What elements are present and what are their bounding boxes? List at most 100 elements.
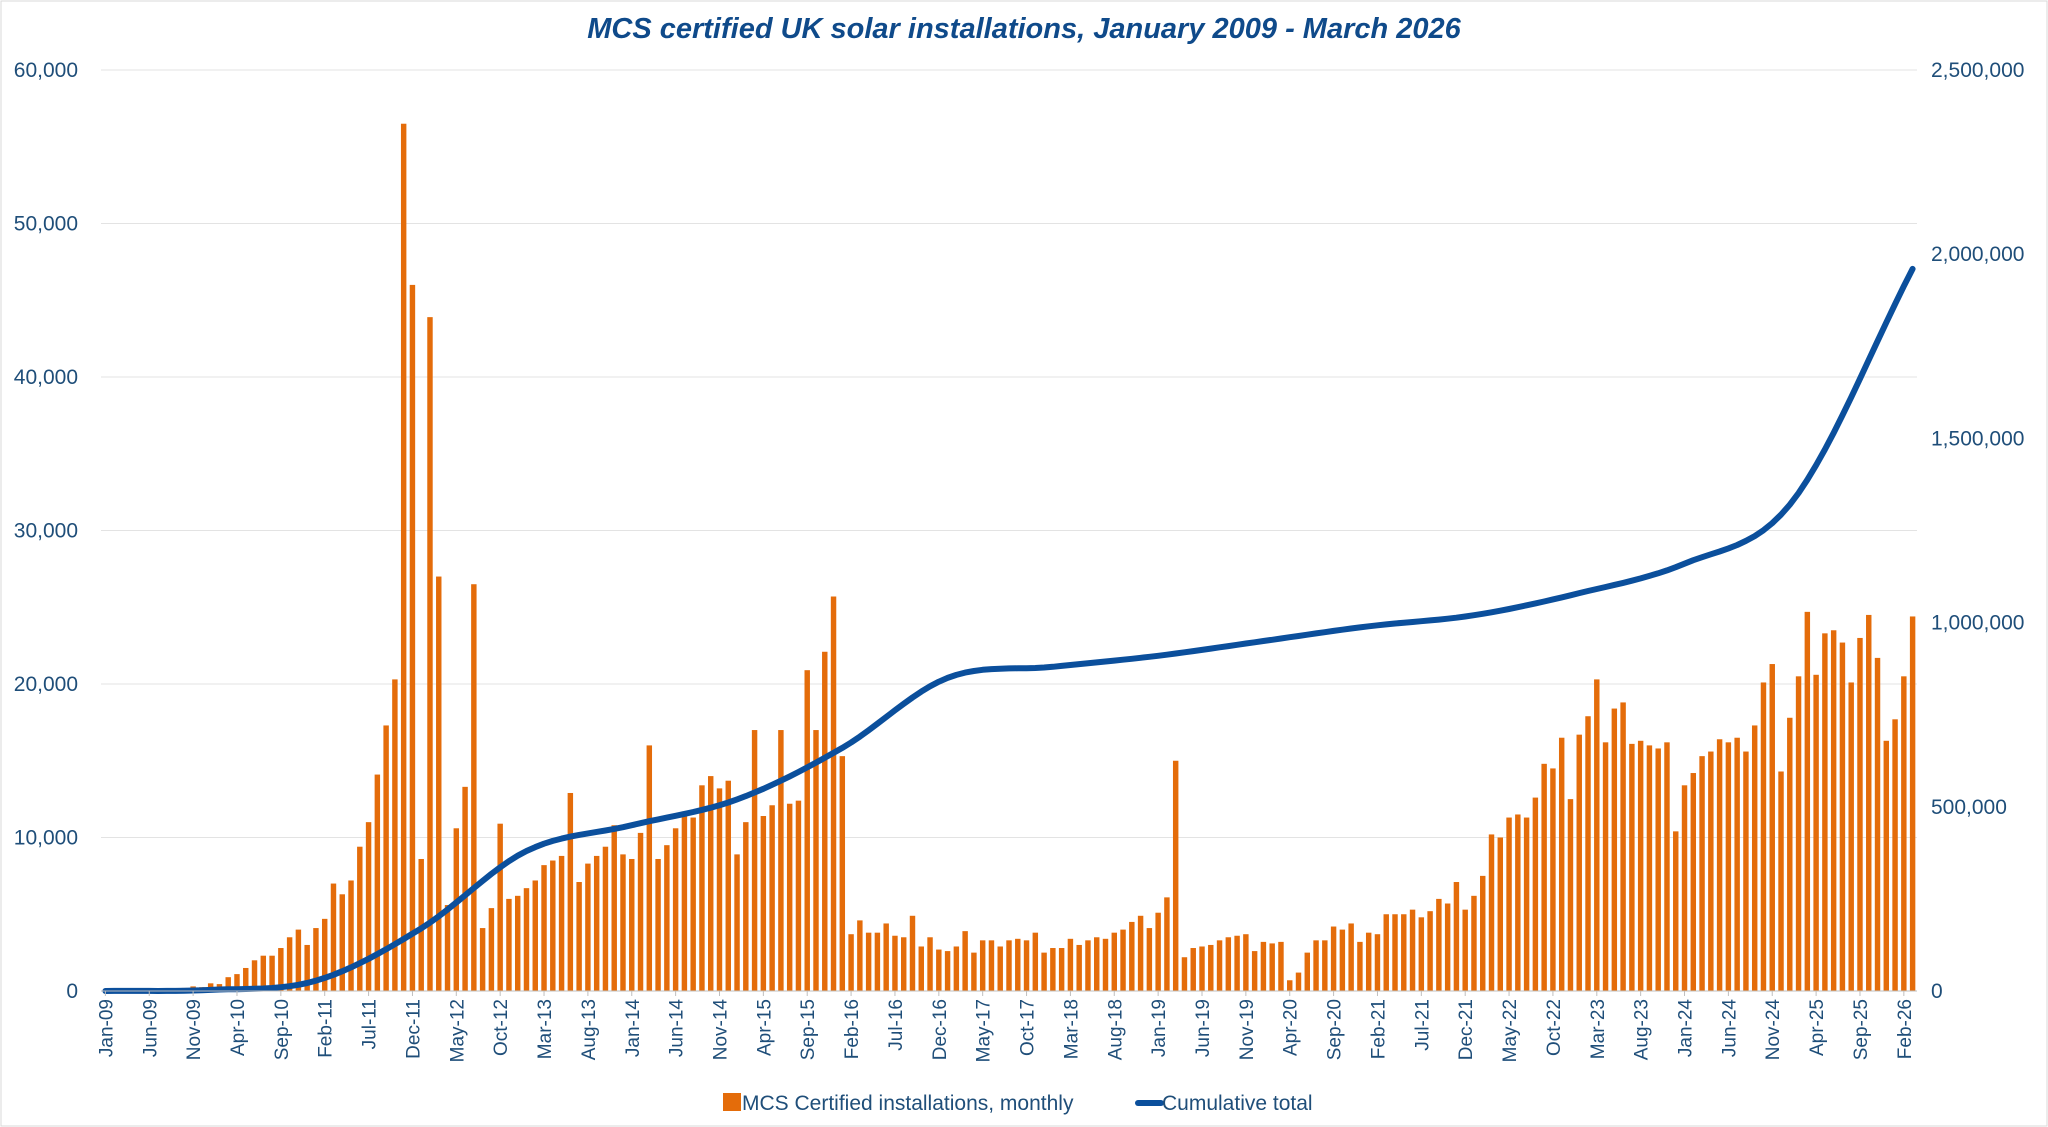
bar xyxy=(1681,785,1688,991)
x-tick-label: Oct-17 xyxy=(1018,999,1039,1056)
bar xyxy=(637,832,644,991)
bar xyxy=(1172,760,1179,991)
bar xyxy=(1243,934,1249,991)
x-tick-label: Dec-21 xyxy=(1456,999,1477,1060)
x-tick-label: Apr-20 xyxy=(1281,999,1302,1056)
bar xyxy=(1295,972,1302,991)
bar xyxy=(427,317,433,991)
bar xyxy=(971,952,977,991)
y2-tick-label: 1,500,000 xyxy=(1931,427,2024,450)
bar xyxy=(1760,682,1767,991)
bar xyxy=(804,670,810,991)
bar xyxy=(304,944,310,991)
bar xyxy=(813,730,819,991)
right-axis: 0 500,000 1,000,000 1,500,000 2,000,000 2,500… xyxy=(1931,59,2024,1003)
bar xyxy=(1497,837,1504,991)
bar xyxy=(1778,771,1784,991)
bar xyxy=(365,822,372,991)
bar xyxy=(997,946,1003,991)
x-tick-label: Jan-09 xyxy=(96,999,117,1057)
bar xyxy=(865,932,872,991)
bar xyxy=(1699,756,1705,991)
bar xyxy=(1646,745,1653,991)
bar xyxy=(550,860,556,991)
x-tick-label: Aug-13 xyxy=(579,999,600,1060)
bar xyxy=(1023,940,1030,991)
legend-label-cumulative: Cumulative total xyxy=(1162,1092,1313,1115)
bar xyxy=(751,730,758,991)
bar xyxy=(523,888,530,991)
bar xyxy=(532,880,538,991)
gridlines xyxy=(101,69,1917,838)
x-tick-label: Jul-16 xyxy=(886,999,907,1051)
bar xyxy=(892,935,898,991)
bar xyxy=(1313,940,1319,991)
bar xyxy=(1427,911,1433,991)
bar xyxy=(1594,679,1600,991)
bar xyxy=(392,679,398,991)
x-tick-label: Sep-25 xyxy=(1851,999,1872,1060)
bar xyxy=(1444,903,1451,991)
bar xyxy=(716,788,723,991)
bar xyxy=(786,803,793,991)
bar xyxy=(313,928,319,991)
x-tick-label: Sep-10 xyxy=(272,999,293,1060)
legend-swatch-monthly xyxy=(723,1093,741,1111)
x-tick-label: Nov-24 xyxy=(1763,999,1784,1061)
x-tick-label: Jun-09 xyxy=(140,999,161,1057)
bar xyxy=(944,951,951,991)
bar xyxy=(1322,940,1328,991)
x-tick-label: Aug-23 xyxy=(1632,999,1653,1060)
bar xyxy=(1392,914,1398,991)
x-tick-label: Apr-15 xyxy=(754,999,775,1056)
bar xyxy=(1804,611,1811,991)
bar xyxy=(927,937,933,991)
bar xyxy=(1909,616,1916,991)
bar xyxy=(795,800,802,991)
bar xyxy=(1585,716,1591,991)
bar xyxy=(1673,831,1679,991)
bar xyxy=(883,923,889,991)
bar xyxy=(1365,932,1372,991)
bar xyxy=(1041,952,1047,991)
x-tick-label: Jul-21 xyxy=(1412,999,1433,1051)
bar xyxy=(1129,921,1135,991)
bar xyxy=(374,774,381,991)
bar xyxy=(646,745,653,991)
bar xyxy=(436,576,442,991)
bar xyxy=(541,865,547,991)
bar xyxy=(769,805,775,991)
bar xyxy=(629,858,635,991)
bar xyxy=(1690,773,1697,991)
bar xyxy=(1462,909,1468,991)
bar xyxy=(681,811,688,991)
bar xyxy=(1655,748,1661,991)
bar xyxy=(778,730,784,991)
bar xyxy=(1866,614,1872,991)
bar xyxy=(234,974,240,991)
bar xyxy=(1813,674,1819,991)
bar xyxy=(1111,932,1117,991)
bar xyxy=(348,880,354,991)
bar xyxy=(690,817,696,991)
bar xyxy=(286,937,293,991)
bar xyxy=(1251,951,1258,991)
left-axis: 0 10,000 20,000 30,000 40,000 50,000 60,000 xyxy=(14,59,78,1003)
bar xyxy=(1032,932,1039,991)
bar xyxy=(330,883,337,991)
bar xyxy=(1506,817,1512,991)
y-tick-label: 20,000 xyxy=(14,673,78,696)
bar xyxy=(672,828,679,991)
x-tick-label: Apr-10 xyxy=(228,999,249,1056)
bar xyxy=(1269,943,1275,991)
x-tick-label: Sep-20 xyxy=(1325,999,1346,1060)
bar xyxy=(1716,739,1723,991)
y-tick-label: 10,000 xyxy=(14,827,78,850)
x-tick-label: Nov-14 xyxy=(711,999,732,1061)
x-tick-label: Nov-19 xyxy=(1237,999,1258,1060)
y-tick-label: 0 xyxy=(66,980,78,1003)
y2-tick-label: 2,500,000 xyxy=(1931,59,2024,82)
x-tick-label: Mar-18 xyxy=(1061,999,1082,1059)
